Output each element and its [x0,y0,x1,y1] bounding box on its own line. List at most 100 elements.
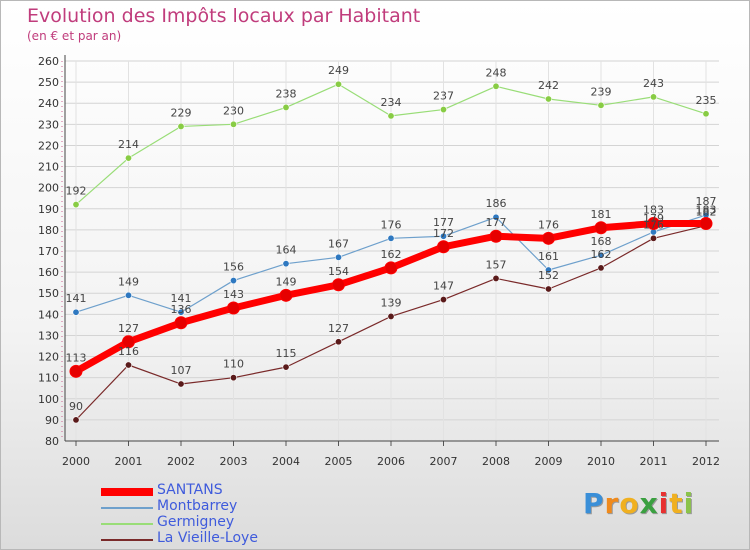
data-point [72,416,80,424]
x-tick-label: 2000 [62,455,90,468]
y-tick-label: 130 [38,329,59,342]
data-point [544,266,552,274]
logo-letter: i [658,487,670,520]
y-tick-label: 90 [45,414,59,427]
x-tick-label: 2006 [377,455,405,468]
x-tick-label: 2005 [325,455,353,468]
data-label: 179 [643,212,664,225]
data-point [72,201,80,209]
data-point [492,82,500,90]
data-point [174,316,188,330]
y-tick-label: 190 [38,203,59,216]
legend-label-santans: SANTANS [157,482,223,498]
data-label: 186 [486,197,507,210]
y-tick-label: 210 [38,161,59,174]
data-point [699,217,713,231]
y-tick-label: 100 [38,393,59,406]
data-point [230,277,238,285]
data-point [227,301,240,315]
data-point [334,253,342,261]
x-tick-label: 2009 [535,455,563,468]
logo-letter: t [669,487,684,520]
data-label: 235 [696,94,717,107]
data-point [387,312,395,320]
data-point [544,95,552,103]
data-label: 107 [171,364,192,377]
data-point [387,234,395,242]
data-label: 187 [696,195,717,208]
y-tick-label: 240 [38,97,59,110]
logo-letter: x [639,487,659,520]
data-point [332,278,345,292]
data-label: 177 [486,216,507,229]
chart-subtitle: (en € et par an) [27,29,122,43]
data-label: 183 [643,204,664,217]
data-label: 149 [118,275,139,288]
data-point [125,154,133,162]
data-point [597,251,605,259]
x-tick-label: 2001 [115,455,143,468]
data-label: 192 [66,185,87,198]
data-label: 237 [433,90,454,103]
data-point [125,291,133,299]
data-point [177,122,185,130]
x-tick-label: 2012 [692,455,720,468]
data-point [387,112,395,120]
legend-swatch-montbarrey [101,507,153,509]
data-point [279,288,293,302]
data-label: 172 [433,227,454,240]
data-label: 177 [433,216,454,229]
data-point [69,364,83,378]
data-label: 152 [538,269,559,282]
data-point [282,363,290,371]
legend-label-montbarrey: Montbarrey [157,498,238,514]
data-point [649,234,657,242]
y-tick-label: 170 [38,245,59,258]
proxiti-logo: Proxiti [583,487,694,520]
chart-title: Evolution des Impôts locaux par Habitant [27,5,421,27]
data-label: 113 [66,351,87,364]
data-point [542,231,555,245]
data-point [384,261,398,275]
data-label: 141 [171,292,192,305]
data-label: 238 [276,87,297,100]
data-point [230,374,238,382]
y-tick-label: 200 [38,182,59,195]
data-point [230,120,238,128]
data-label: 239 [591,85,612,98]
x-tick-label: 2007 [430,455,458,468]
data-point [125,361,133,369]
data-label: 181 [591,208,612,221]
data-label: 248 [486,66,507,79]
data-point [177,380,185,388]
data-label: 143 [223,288,244,301]
data-label: 154 [328,265,349,278]
data-point [597,101,605,109]
y-tick-label: 180 [38,224,59,237]
x-tick-label: 2002 [167,455,195,468]
data-label: 183 [696,204,717,217]
data-point [437,240,450,254]
data-point [544,285,552,293]
x-tick-label: 2008 [482,455,510,468]
logo-letter: r [604,487,620,520]
legend-swatch-santans [101,488,153,496]
x-tick-label: 2010 [587,455,615,468]
data-label: 110 [223,358,244,371]
data-point [439,232,447,240]
x-tick-label: 2011 [640,455,668,468]
data-label: 149 [276,275,297,288]
data-point [492,213,500,221]
y-tick-label: 80 [45,435,59,448]
data-label: 243 [643,77,664,90]
y-tick-label: 220 [38,139,59,152]
data-label: 157 [486,258,507,271]
y-tick-label: 120 [38,351,59,364]
data-point [72,308,80,316]
data-label: 127 [118,322,139,335]
data-point [647,217,660,231]
data-point [489,229,503,243]
data-label: 147 [433,280,454,293]
data-point [492,274,500,282]
data-label: 162 [591,248,612,261]
